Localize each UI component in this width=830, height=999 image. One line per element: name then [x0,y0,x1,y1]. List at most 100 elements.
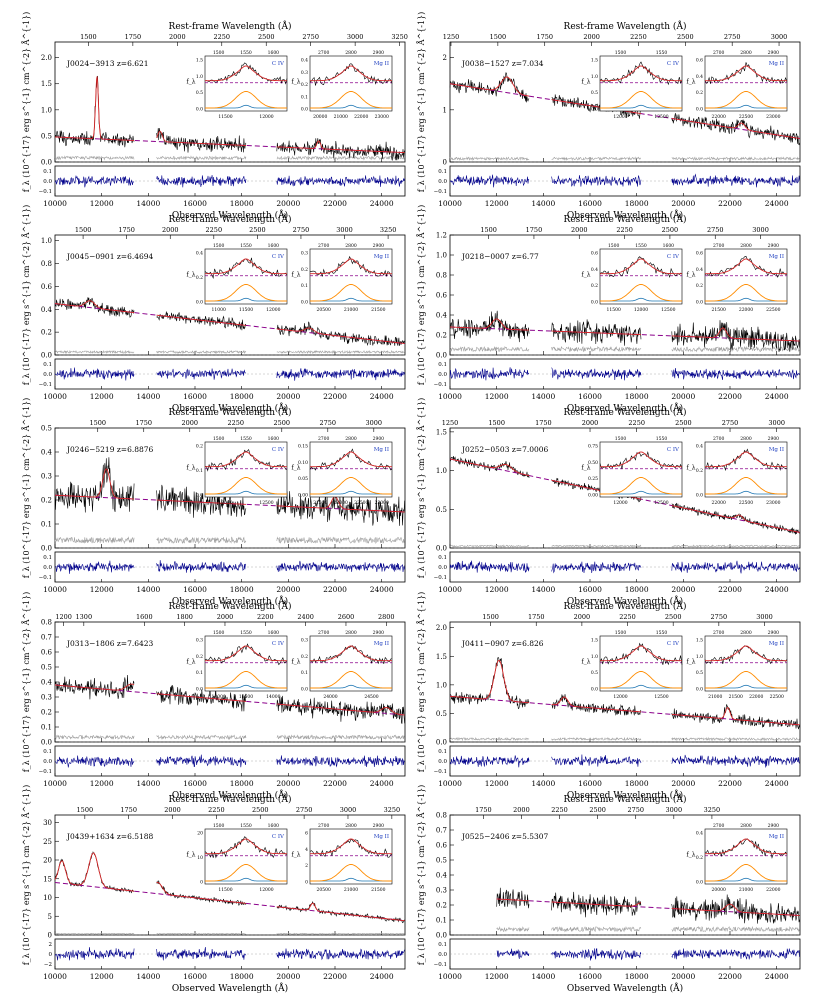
bottom-tick-label: 20000 [276,199,300,208]
y-tick-label: 1.0 [41,106,52,114]
inset-top-tick-label: 1550 [656,630,668,636]
mgii-inset: Mg II 2700 2800 2900 20500 21000 21500 0 2 4 6 f_λ [291,823,393,893]
top-tick-label: 1300 [76,613,93,621]
panel-J0246−5219: Rest-frame Wavelength (Å) 1500 1750 2000 225… [22,398,406,607]
inset-y-tick-label: 0.1 [301,670,308,676]
main-axes-frame [54,427,406,549]
inset-bottom-tick-label: 13500 [239,694,253,700]
y-axis-label: f_λ (10^{-17} erg s^{-1} cm^{-2} Å^{-1}) [22,205,31,386]
broad-component [205,671,287,689]
inset-top-tick-label: 2900 [373,436,385,442]
inset-top-tick-label: 1600 [268,50,280,56]
bottom-tick-label: 20000 [276,779,300,788]
inset-line-label: C IV [667,61,680,67]
inset-y-tick-label: 2 [305,863,308,869]
bottom-axis-label: Observed Wavelength (Å) [172,402,288,414]
mgii-inset: Mg II 2700 2800 2900 20000 21000 22000 0.0 0.2 0.… [686,823,788,893]
top-tick-label: 3000 [336,226,353,234]
y-tick-label: 5 [48,913,52,921]
bottom-tick-label: 22000 [718,199,742,208]
civ-inset: C IV 1500 1550 1600 13000 13500 14000 0.0 0.1 0.2… [186,630,288,700]
top-tick-label: 2500 [665,613,682,621]
top-axis-label: Rest-frame Wavelength (Å) [564,20,687,32]
inset-model [205,645,287,662]
inset-line-label: Mg II [374,254,389,260]
inset-y-tick-label: 0.2 [696,855,703,861]
bottom-tick-label: 24000 [370,199,394,208]
inset-y-tick-label: 0.05 [298,476,308,482]
inset-bottom-tick-label: 21500 [371,887,385,893]
bottom-tick-label: 18000 [625,779,649,788]
top-tick-label: 1750 [526,226,543,234]
bottom-tick-label: 16000 [183,585,207,594]
inset-top-tick-label: 2700 [318,243,330,249]
top-tick-label: 2000 [181,419,198,427]
inset-top-tick-label: 2800 [345,630,357,636]
top-axis-label: Rest-frame Wavelength (Å) [169,213,292,225]
inset-y-tick-label: 0.2 [301,654,308,660]
broad-component [205,477,287,495]
inset-y-tick-label: 0.75 [588,444,598,450]
total-model [450,659,800,726]
inset-y-tick-label: 0.0 [196,107,203,113]
y-tick-label: 1.0 [436,252,447,260]
bottom-tick-label: 12000 [90,972,114,981]
bottom-tick-label: 16000 [578,972,602,981]
bottom-tick-label: 18000 [625,199,649,208]
top-tick-label: 1750 [528,613,545,621]
top-tick-label: 3000 [771,33,788,41]
residual-spectrum [54,754,405,768]
bottom-tick-label: 22000 [718,779,742,788]
bottom-tick-label: 10000 [43,392,67,401]
y-tick-label: 0 [48,932,52,940]
error-spectrum [54,734,405,741]
inset-line-label: C IV [272,447,285,453]
top-tick-label: 2400 [297,613,314,621]
inset-y-tick-label: 0.1 [196,670,203,676]
inset-y-tick-label: 0.0 [696,687,703,693]
bottom-tick-label: 24000 [370,779,394,788]
inset-y-label: f_λ [186,465,195,472]
bottom-tick-label: 10000 [43,199,67,208]
top-axis-label: Rest-frame Wavelength (Å) [564,406,687,418]
object-label: J0246−5219 z=6.8876 [66,445,154,454]
y-tick-label: 0.6 [41,283,53,291]
y-tick-label: 1.5 [436,428,447,436]
inset-model [205,451,287,468]
inset-top-tick-label: 1500 [213,823,225,829]
narrow-component [310,684,392,689]
inset-bottom-tick-label: 12000 [634,307,648,313]
object-label: J0038−1527 z=7.034 [461,59,544,68]
residual-tick-label: −0.1 [434,962,447,968]
broad-component [205,284,287,302]
narrow-component [310,490,392,495]
bottom-tick-label: 16000 [578,199,602,208]
inset-top-tick-label: 1550 [635,243,647,249]
top-tick-label: 2750 [711,613,728,621]
top-tick-label: 1500 [490,33,507,41]
y-tick-label: 15 [43,875,52,883]
inset-y-tick-label: 0.10 [298,460,308,466]
y-tick-label: 1.0 [41,237,52,245]
y-tick-label: 0.0 [436,739,447,747]
inset-y-tick-label: 0.4 [696,444,703,450]
bottom-tick-label: 18000 [230,585,254,594]
inset-bottom-tick-label: 11500 [218,887,232,893]
bottom-tick-label: 20000 [671,972,695,981]
inset-line-label: Mg II [769,61,784,67]
inset-top-tick-label: 2900 [768,243,780,249]
y-tick-label: 0.7 [41,634,52,642]
top-tick-label: 2500 [274,419,291,427]
inset-top-tick-label: 1600 [268,436,280,442]
top-tick-label: 3250 [704,806,721,814]
inset-y-tick-label: 0.4 [301,58,308,64]
residual-spectrum [449,367,800,381]
bottom-tick-label: 16000 [578,779,602,788]
inset-y-tick-label: 0.0 [696,493,703,499]
residual-tick-label: 0.0 [43,565,52,571]
bottom-tick-label: 14000 [136,585,160,594]
inset-y-tick-label: 0.4 [196,251,203,257]
inset-top-tick-label: 1500 [608,243,620,249]
y-tick-label: 2.0 [436,624,447,632]
top-tick-label: 1500 [480,226,497,234]
